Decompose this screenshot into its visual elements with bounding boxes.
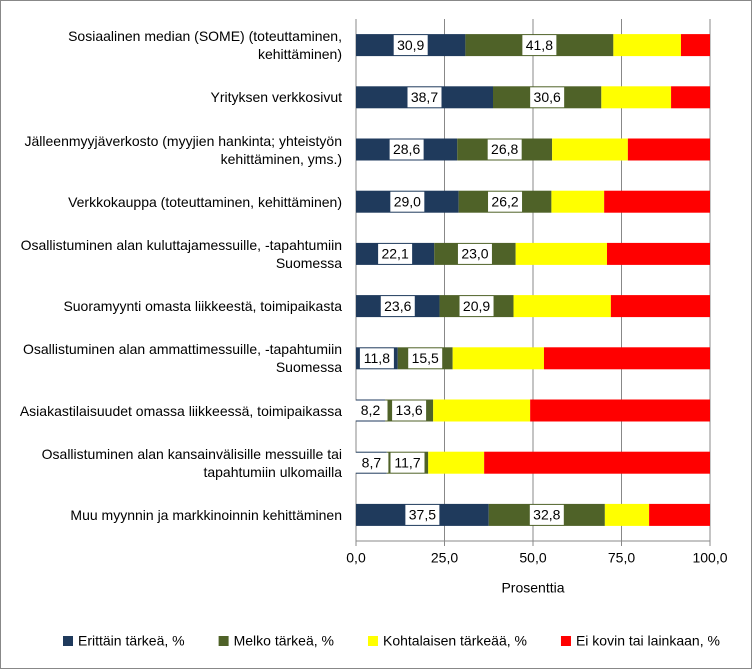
data-label: 23,0 <box>461 246 488 262</box>
bar-segment <box>610 295 710 318</box>
bar-segment <box>428 451 485 474</box>
legend-label: Melko tärkeä, % <box>234 633 334 649</box>
y-tick-label: Osallistuminen alan ammattimessuille, -t… <box>22 341 342 376</box>
legend-swatch <box>367 636 378 646</box>
label-bg <box>390 191 425 212</box>
bar-segment <box>530 399 710 422</box>
data-label: 20,9 <box>463 298 490 314</box>
bar-segment <box>604 503 650 526</box>
label-bg <box>380 296 415 317</box>
label-bg <box>408 348 443 369</box>
bar-segment <box>513 295 611 318</box>
legend-label: Ei kovin tai lainkaan, % <box>576 633 720 649</box>
data-label: 30,9 <box>397 37 424 53</box>
legend-label: Erittäin tärkeä, % <box>78 633 185 649</box>
y-tick-label: Yrityksen verkkosivut <box>210 89 342 106</box>
label-bg <box>529 504 564 525</box>
legend-swatch <box>560 636 571 646</box>
label-bg <box>457 243 492 264</box>
data-label: 15,5 <box>412 350 439 366</box>
bar-segment <box>433 399 531 422</box>
data-label: 26,8 <box>491 141 518 157</box>
label-bg <box>378 243 413 264</box>
bar-segment <box>551 190 605 213</box>
x-tick-label: 100,0 <box>692 550 727 566</box>
data-label: 29,0 <box>394 193 421 209</box>
bar-segment <box>452 347 544 370</box>
bar-segment <box>613 34 681 57</box>
label-bg <box>488 191 523 212</box>
x-axis-label: Prosenttia <box>501 580 564 596</box>
bar-segment <box>671 86 710 109</box>
y-tick-label: Osallistuminen alan kansainvälisille mes… <box>41 445 342 480</box>
y-tick-label: Jälleenmyyjäverkosto (myyjien hankinta; … <box>24 132 342 167</box>
data-label: 30,6 <box>534 89 561 105</box>
data-label: 8,7 <box>362 454 382 470</box>
bar-segment <box>627 138 710 161</box>
y-tick-label: Osallistuminen alan kuluttajamessuille, … <box>20 236 342 271</box>
bar-segment <box>552 138 628 161</box>
data-label: 32,8 <box>533 507 560 523</box>
label-bg <box>407 87 442 108</box>
data-label: 8,2 <box>361 402 381 418</box>
label-bg <box>354 452 389 473</box>
data-label: 28,6 <box>393 141 420 157</box>
data-label: 23,6 <box>384 298 411 314</box>
label-bg <box>530 87 565 108</box>
label-bg <box>487 139 522 160</box>
data-label: 11,7 <box>394 454 420 470</box>
label-bg <box>522 35 557 56</box>
bar-segment <box>601 86 672 109</box>
data-label: 13,6 <box>395 402 422 418</box>
data-label: 26,2 <box>491 193 518 209</box>
bar-segment <box>543 347 710 370</box>
y-tick-label: Verkkokauppa (toteuttaminen, kehittämine… <box>68 193 342 210</box>
y-tick-label: Suoramyynti omasta liikkeestä, toimipaik… <box>63 298 342 315</box>
y-tick-label: Sosiaalinen median (SOME) (toteuttaminen… <box>68 28 342 63</box>
label-bg <box>393 35 428 56</box>
data-label: 11,8 <box>364 350 390 366</box>
label-bg <box>359 348 394 369</box>
bar-segment <box>606 242 710 265</box>
label-bg <box>392 400 427 421</box>
label-bg <box>390 452 425 473</box>
legend-swatch <box>218 636 229 646</box>
bar-segment <box>649 503 710 526</box>
label-bg <box>353 400 388 421</box>
bar-segment <box>484 451 710 474</box>
x-tick-label: 0,0 <box>346 550 366 566</box>
data-label: 37,5 <box>409 507 436 523</box>
bar-segment <box>604 190 710 213</box>
legend-label: Kohtalaisen tärkeää, % <box>383 633 527 649</box>
legend-swatch <box>63 636 73 646</box>
label-bg <box>459 296 494 317</box>
data-label: 38,7 <box>411 89 438 105</box>
x-tick-label: 25,0 <box>431 550 458 566</box>
data-label: 22,1 <box>381 246 408 262</box>
x-tick-label: 50,0 <box>519 550 546 566</box>
label-bg <box>405 504 440 525</box>
bar-segment <box>680 34 710 57</box>
label-bg <box>389 139 424 160</box>
bar-segment <box>515 242 607 265</box>
y-tick-label: Asiakastilaisuudet omassa liikkeessä, to… <box>19 402 342 419</box>
y-tick-label: Muu myynnin ja markkinoinnin kehittämine… <box>70 506 342 523</box>
x-tick-label: 75,0 <box>608 550 635 566</box>
data-label: 41,8 <box>526 37 553 53</box>
